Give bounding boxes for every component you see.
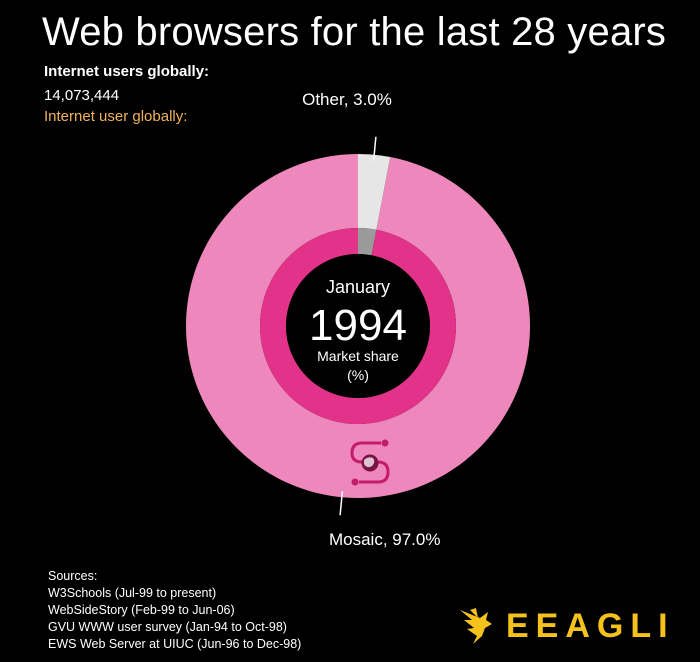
slice-mosaic <box>185 154 530 498</box>
source-item: W3Schools (Jul-99 to present) <box>48 586 217 600</box>
center-caption-unit: (%) <box>347 367 369 383</box>
slice-label-other: Other, 3.0% <box>302 90 392 109</box>
source-item: WebSideStory (Feb-99 to Jun-06) <box>48 603 235 617</box>
chart-title: Web browsers for the last 28 years <box>42 10 667 54</box>
center-month: January <box>326 277 390 297</box>
users-value: 14,073,444 <box>44 87 120 104</box>
source-item: GVU WWW user survey (Jan-94 to Oct-98) <box>48 620 287 634</box>
center-caption: Market share <box>317 348 399 364</box>
center-year: 1994 <box>309 301 407 350</box>
eagle-icon <box>460 608 492 644</box>
slice-other <box>358 154 391 230</box>
inner-slice-other <box>358 228 377 256</box>
slice-label-mosaic: Mosaic, 97.0% <box>329 530 441 549</box>
donut-hole <box>286 254 430 398</box>
brand-name: EEAGLI <box>506 606 675 645</box>
users-label-secondary: Internet user globally: <box>44 108 188 125</box>
users-label: Internet users globally: <box>44 63 210 80</box>
leader-line-mosaic <box>339 491 344 516</box>
sources-heading: Sources: <box>48 569 98 583</box>
leader-line-other <box>372 136 377 161</box>
brand-logo: EEAGLI <box>458 606 675 646</box>
sources-block: Sources: W3Schools (Jul-99 to present) W… <box>48 568 301 653</box>
mosaic-logo-icon <box>350 439 390 486</box>
source-item: EWS Web Server at UIUC (Jun-96 to Dec-98… <box>48 637 302 651</box>
